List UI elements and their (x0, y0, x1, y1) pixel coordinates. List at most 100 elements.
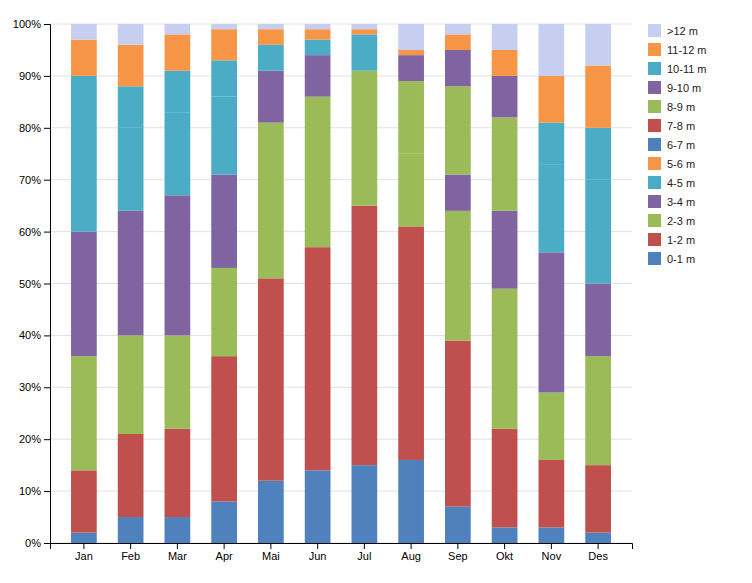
tick-label: 40% (19, 329, 41, 341)
tick: Des (588, 543, 608, 562)
bar (445, 175, 471, 211)
tick-mark (177, 543, 178, 549)
tick-mark (598, 543, 599, 549)
bar (492, 24, 518, 50)
bar (352, 71, 378, 206)
bar (165, 71, 191, 113)
tick: 50% (19, 278, 50, 290)
bar (539, 76, 565, 123)
bar (211, 268, 237, 356)
tick-mark (224, 543, 225, 549)
tick-mark (130, 543, 131, 549)
tick-mark (551, 543, 552, 549)
tick-mark (44, 491, 50, 492)
bar (211, 29, 237, 60)
bar (305, 29, 331, 39)
series (71, 34, 611, 179)
series (71, 29, 611, 128)
tick: Okt (496, 543, 513, 562)
bar (352, 206, 378, 466)
bar (352, 29, 378, 34)
tick-label: Sep (448, 550, 468, 562)
legend-swatch (648, 195, 661, 208)
tick-mark (44, 180, 50, 181)
legend-label: 6-7 m (667, 139, 695, 151)
bar (71, 356, 97, 470)
tick-mark (44, 335, 50, 336)
tick: Jan (75, 543, 93, 562)
bar (445, 50, 471, 86)
bar (585, 180, 611, 284)
tick: 90% (19, 70, 50, 82)
tick: Feb (121, 543, 140, 562)
bar (352, 24, 378, 29)
bar (165, 517, 191, 543)
tick-label: 30% (19, 381, 41, 393)
bar (445, 341, 471, 507)
bar (305, 55, 331, 97)
legend-item: 9-10 m (648, 81, 701, 94)
bar (211, 60, 237, 96)
bar (165, 335, 191, 428)
legend-label: >12 m (667, 25, 698, 37)
y-axis: 0%10%20%30%40%50%60%70%80%90%100% (13, 18, 51, 549)
series (71, 97, 611, 284)
bar (305, 24, 331, 29)
bar (352, 34, 378, 70)
series (71, 71, 611, 471)
tick: 80% (19, 122, 50, 134)
tick-mark (44, 76, 50, 77)
bar (258, 278, 284, 480)
bar (445, 507, 471, 543)
tick-label: Feb (121, 550, 140, 562)
tick-label: 0% (25, 537, 41, 549)
bar (492, 211, 518, 289)
legend-item: 10-11 m (648, 62, 707, 75)
tick: 100% (13, 18, 50, 30)
bar (211, 356, 237, 501)
tick-label: Mai (262, 550, 280, 562)
grid (50, 24, 632, 543)
series (71, 206, 611, 533)
bar (71, 533, 97, 543)
tick: Mar (168, 543, 187, 562)
bar (258, 71, 284, 123)
tick-label: Des (588, 550, 608, 562)
bar (398, 50, 424, 55)
bar (585, 356, 611, 465)
bar (165, 34, 191, 70)
bar (118, 211, 144, 336)
axis-line (51, 544, 633, 550)
bar (71, 232, 97, 357)
legend-swatch (648, 157, 661, 170)
legend-label: 0-1 m (667, 253, 695, 265)
legend-swatch (648, 100, 661, 113)
legend-item: 8-9 m (648, 100, 695, 113)
legend-swatch (648, 81, 661, 94)
series (71, 55, 611, 392)
tick-label: Jul (357, 550, 371, 562)
legend-item: >12 m (648, 24, 698, 37)
bar (352, 465, 378, 543)
bar (445, 34, 471, 50)
legend-swatch (648, 252, 661, 265)
bar (258, 123, 284, 279)
legend-item: 6-7 m (648, 138, 695, 151)
bar (539, 527, 565, 543)
tick: 60% (19, 226, 50, 238)
axis-line (44, 25, 51, 544)
bar (165, 24, 191, 34)
bar (258, 24, 284, 29)
legend-swatch (648, 176, 661, 189)
tick-label: Aug (401, 550, 421, 562)
chart: 0%10%20%30%40%50%60%70%80%90%100%JanFebM… (0, 0, 752, 583)
series (71, 460, 611, 543)
bar (539, 123, 565, 165)
legend-item: 2-3 m (648, 214, 695, 227)
bar (211, 97, 237, 175)
tick-label: 50% (19, 278, 41, 290)
legend-item: 11-12 m (648, 43, 707, 56)
legend-swatch (648, 43, 661, 56)
bar (492, 76, 518, 118)
legend-swatch (648, 119, 661, 132)
